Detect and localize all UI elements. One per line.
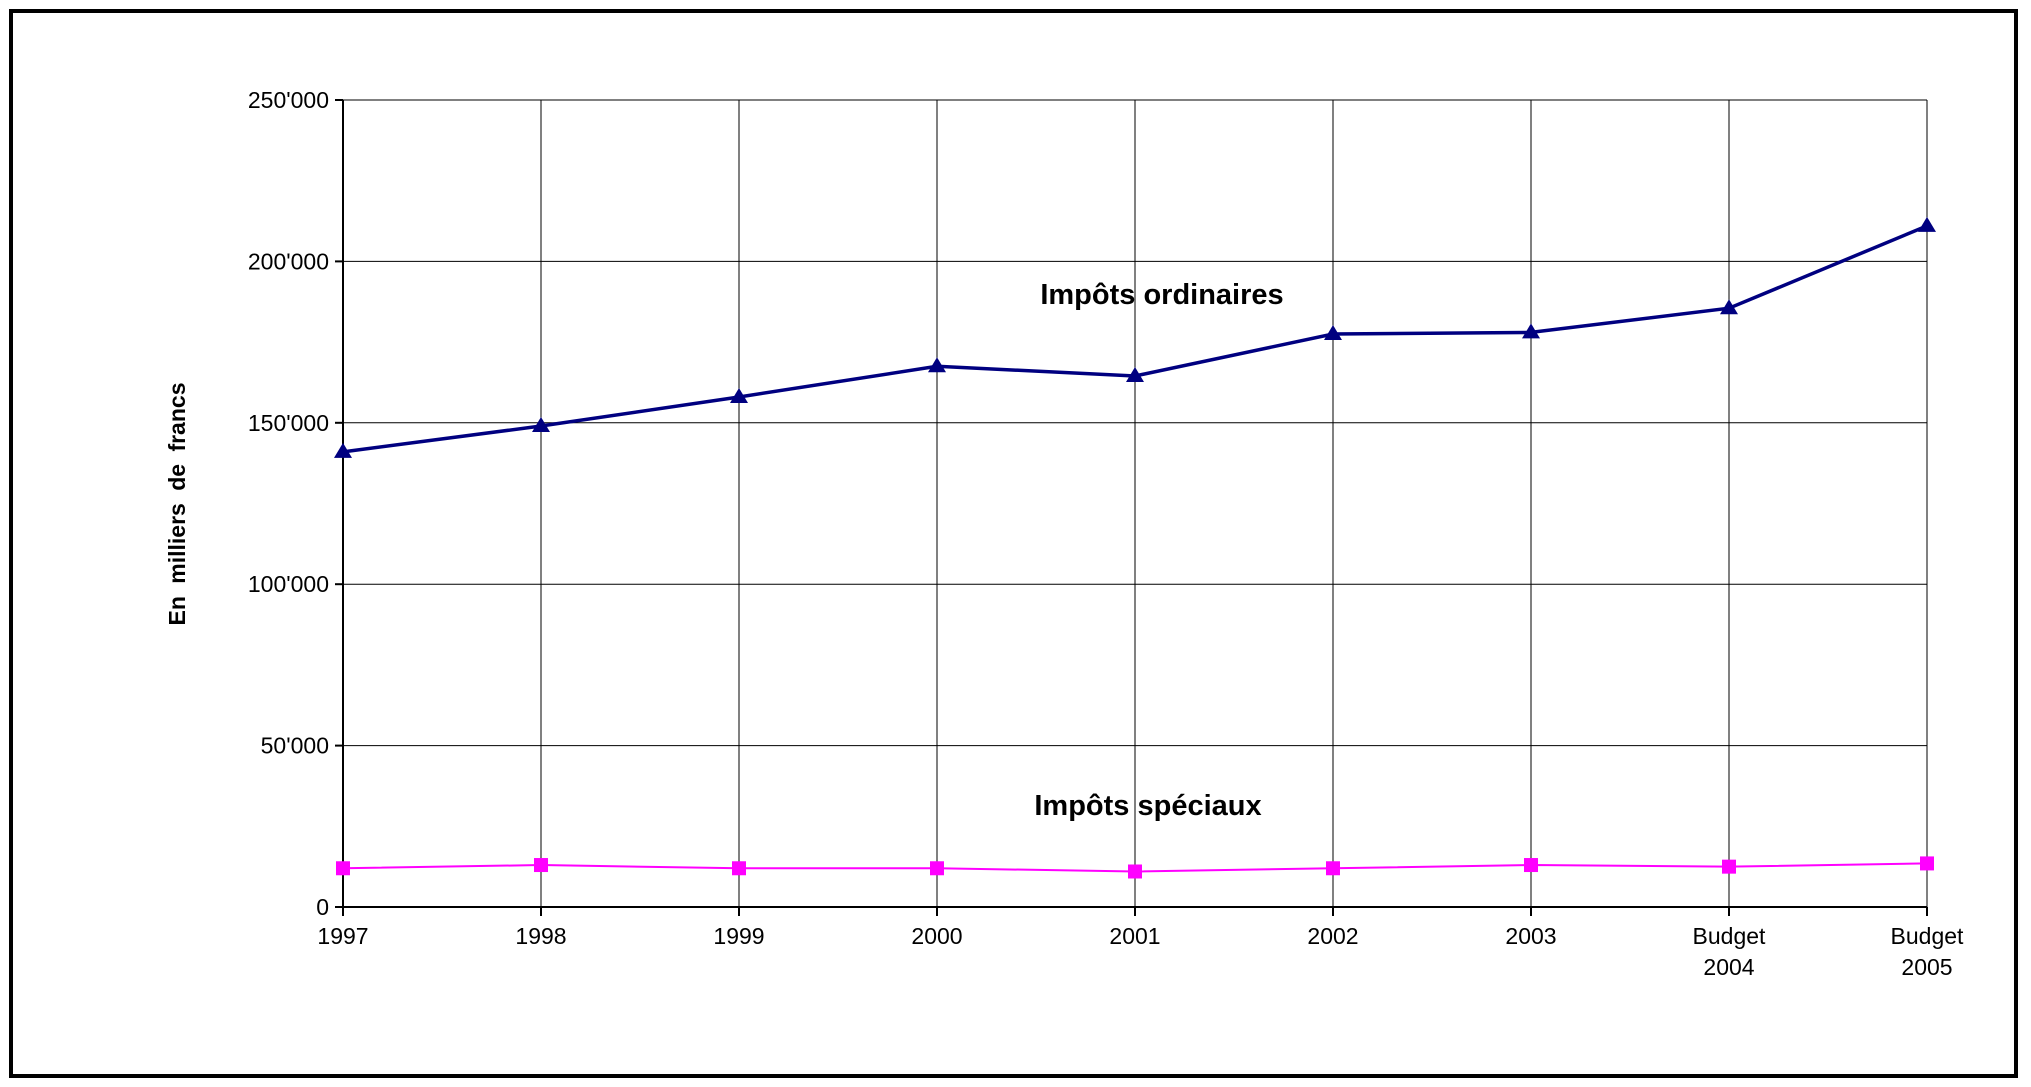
data-point-triangle	[730, 387, 748, 403]
y-axis-label: En milliers de francs	[164, 383, 190, 626]
x-tick-label: 2002	[1307, 923, 1358, 949]
data-point-triangle	[1918, 216, 1936, 232]
data-point-square	[732, 861, 746, 876]
y-tick-label: 50'000	[261, 733, 329, 759]
data-point-square	[1326, 861, 1340, 876]
x-tick-label: Budget	[1891, 923, 1965, 949]
y-tick-label: 250'000	[248, 87, 329, 113]
data-point-square	[336, 861, 350, 876]
x-tick-label: 2001	[1109, 923, 1160, 949]
data-point-square	[534, 858, 548, 873]
y-tick-label: 100'000	[248, 571, 329, 597]
data-point-triangle	[1522, 323, 1540, 339]
y-tick-label: 150'000	[248, 410, 329, 436]
data-point-triangle	[532, 417, 550, 433]
y-tick-label: 0	[316, 894, 329, 920]
data-point-triangle	[1720, 299, 1738, 315]
x-tick-labels: 1997 1998 1999 2000 2001 2002 2003 Budget 2004 Bu…	[317, 923, 1964, 980]
x-tick-label: 1997	[317, 923, 368, 949]
data-point-triangle	[1126, 366, 1144, 382]
y-tick-labels: 0 50'000 100'000 150'000 200'000 250'000	[248, 87, 329, 920]
x-tick-label: 2005	[1901, 954, 1952, 980]
series-label-impots-speciaux: Impôts spéciaux	[1034, 790, 1261, 822]
data-point-square	[1920, 856, 1934, 871]
y-tick-label: 200'000	[248, 248, 329, 274]
data-point-square	[1524, 858, 1538, 873]
data-point-square	[1722, 859, 1736, 874]
x-tick-label: Budget	[1693, 923, 1767, 949]
x-tick-label: 2003	[1505, 923, 1556, 949]
x-tick-label: 1999	[713, 923, 764, 949]
x-tick-label: 2000	[911, 923, 962, 949]
series-label-impots-ordinaires: Impôts ordinaires	[1040, 279, 1283, 311]
data-point-triangle	[334, 442, 352, 458]
data-point-square	[930, 861, 944, 876]
grid-lines	[343, 99, 1928, 907]
series-group	[334, 216, 1936, 879]
data-point-triangle	[1324, 325, 1342, 341]
data-point-triangle	[928, 357, 946, 373]
x-tick-label: 1998	[515, 923, 566, 949]
axes	[335, 99, 1928, 916]
data-point-square	[1128, 864, 1142, 879]
x-tick-label: 2004	[1703, 954, 1754, 980]
